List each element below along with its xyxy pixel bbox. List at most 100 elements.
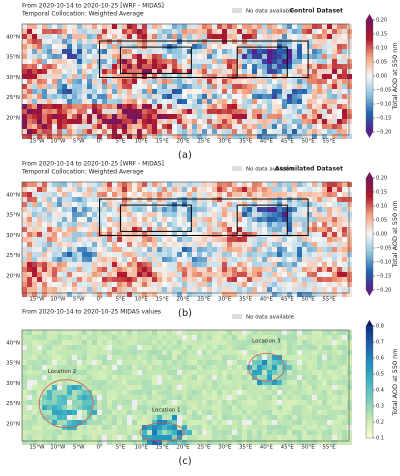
map-cell: [312, 345, 317, 350]
map-cell: [197, 330, 202, 335]
map-cell: [272, 29, 277, 34]
map-cell: [182, 380, 187, 385]
map-cell: [187, 222, 192, 227]
map-cell: [52, 410, 57, 415]
map-cell: [167, 420, 172, 425]
map-cell: [272, 212, 277, 217]
map-cell: [157, 192, 162, 197]
map-cell: [202, 207, 207, 212]
map-cell: [252, 79, 257, 84]
map-cell: [167, 390, 172, 395]
map-cell: [177, 124, 182, 129]
map-cell: [257, 257, 262, 262]
map-cell: [37, 430, 42, 435]
map-cell: [272, 345, 277, 350]
map-cell: [197, 335, 202, 340]
map-cell: [107, 34, 112, 39]
map-cell: [157, 277, 162, 282]
map-cell: [112, 410, 117, 415]
map-cell: [232, 74, 237, 79]
map-cell: [337, 292, 342, 297]
map-cell: [317, 114, 322, 119]
map-cell: [197, 365, 202, 370]
map-cell: [167, 192, 172, 197]
map-cell: [77, 242, 82, 247]
map-cell: [162, 242, 167, 247]
map-cell: [267, 405, 272, 410]
map-cell: [297, 345, 302, 350]
map-cell: [67, 287, 72, 292]
map-cell: [72, 390, 77, 395]
map-cell: [342, 440, 347, 445]
map-cell: [282, 109, 287, 114]
map-cell: [32, 54, 37, 59]
map-cell: [107, 49, 112, 54]
map-cell: [292, 252, 297, 257]
map-cell: [142, 134, 147, 139]
map-cell: [167, 94, 172, 99]
map-cell: [132, 79, 137, 84]
map-cell: [322, 207, 327, 212]
map-cell: [267, 242, 272, 247]
map-cell: [97, 34, 102, 39]
map-cell: [272, 287, 277, 292]
map-cell: [312, 34, 317, 39]
map-cell: [57, 44, 62, 49]
map-cell: [37, 282, 42, 287]
map-cell: [312, 59, 317, 64]
map-cell: [52, 272, 57, 277]
map-cell: [297, 202, 302, 207]
map-cell: [132, 104, 137, 109]
map-cell: [57, 114, 62, 119]
map-cell: [252, 119, 257, 124]
map-cell: [77, 99, 82, 104]
map-cell: [302, 430, 307, 435]
map-cell: [187, 252, 192, 257]
map-cell: [157, 129, 162, 134]
map-cell: [247, 182, 252, 187]
map-cell: [127, 365, 132, 370]
map-cell: [37, 390, 42, 395]
map-cell: [172, 400, 177, 405]
map-cell: [222, 375, 227, 380]
map-cell: [337, 360, 342, 365]
map-cell: [137, 340, 142, 345]
map-cell: [137, 355, 142, 360]
map-cell: [67, 119, 72, 124]
map-cell: [167, 405, 172, 410]
map-cell: [347, 287, 352, 292]
map-cell: [162, 222, 167, 227]
map-cell: [87, 69, 92, 74]
map-cell: [62, 345, 67, 350]
map-cell: [167, 430, 172, 435]
map-cell: [302, 292, 307, 297]
map-cell: [267, 390, 272, 395]
map-cell: [237, 99, 242, 104]
map-cell: [97, 395, 102, 400]
map-cell: [282, 24, 287, 29]
map-cell: [262, 252, 267, 257]
map-cell: [197, 247, 202, 252]
map-cell: [207, 192, 212, 197]
map-cell: [247, 99, 252, 104]
map-cell: [242, 345, 247, 350]
map-cell: [67, 400, 72, 405]
map-cell: [342, 252, 347, 257]
map-cell: [147, 340, 152, 345]
map-cell: [167, 267, 172, 272]
map-cell: [287, 345, 292, 350]
map-cell: [197, 262, 202, 267]
map-cell: [227, 94, 232, 99]
map-cell: [297, 124, 302, 129]
map-cell: [167, 99, 172, 104]
map-cell: [152, 440, 157, 445]
map-cell: [317, 49, 322, 54]
map-cell: [147, 430, 152, 435]
map-cell: [122, 182, 127, 187]
map-cell: [187, 330, 192, 335]
map-cell: [167, 360, 172, 365]
map-cell: [162, 370, 167, 375]
map-cell: [117, 365, 122, 370]
map-cell: [142, 425, 147, 430]
map-cell: [237, 94, 242, 99]
